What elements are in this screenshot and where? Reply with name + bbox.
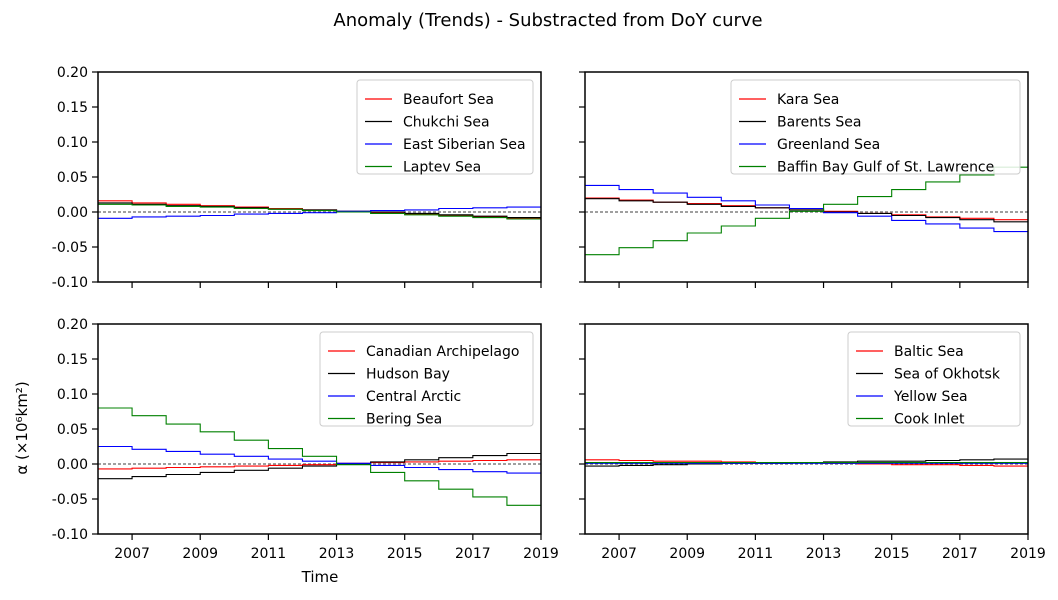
series-line-3 (98, 206, 541, 219)
legend-entry: Hudson Bay (366, 367, 450, 383)
legend-entry: East Siberian Sea (403, 137, 526, 153)
legend-entry: Yellow Sea (893, 389, 968, 405)
y-tick-label: 0.15 (57, 100, 88, 116)
y-tick-label: 0.10 (57, 135, 88, 151)
series-line-2 (585, 198, 1028, 223)
y-tick-label: -0.10 (52, 275, 88, 291)
legend-box (730, 79, 1021, 175)
legend-entry: Canadian Archipelago (366, 344, 519, 360)
y-tick-label: 0.10 (57, 387, 88, 403)
y-tick-label: 0.20 (57, 65, 88, 81)
y-tick-label: 0.20 (57, 317, 88, 333)
y-tick-label: -0.05 (52, 492, 88, 508)
series-line-2 (98, 202, 541, 219)
x-axis-label: Time (301, 568, 339, 586)
x-tick-label: 2011 (738, 546, 774, 562)
legend-entry: Baltic Sea (894, 344, 964, 360)
x-tick-label: 2015 (387, 546, 423, 562)
series-line-1 (98, 459, 541, 470)
legend-box (847, 331, 1021, 427)
series-line-3 (585, 184, 1028, 233)
panel-bottom-left: 0.20 0.15 0.10 0.05 0.00 -0.05 -0.10 2007 2009 20… (52, 317, 559, 562)
legend: Baltic Sea Sea of Okhotsk Yellow Sea Cook I… (847, 331, 1021, 428)
y-tick-label: -0.05 (52, 240, 88, 256)
x-tick-label: 2017 (942, 546, 978, 562)
series-line-2 (98, 452, 541, 480)
legend: Canadian Archipelago Hudson Bay Central Ar… (319, 331, 534, 428)
legend-entry: Bering Sea (366, 412, 442, 428)
legend-box (356, 79, 534, 175)
legend-entry: Barents Sea (777, 115, 861, 131)
legend-entry: Baffin Bay Gulf of St. Lawrence (777, 160, 994, 176)
series-line-4 (98, 407, 541, 506)
x-tick-label: 2013 (806, 546, 842, 562)
panel-bottom-right: 2007 2009 2011 2013 2015 2017 2019 Baltic Sea Se… (579, 323, 1046, 562)
x-tick-label: 2019 (523, 546, 559, 562)
legend-entry: Sea of Okhotsk (894, 367, 1001, 383)
y-tick-label: 0.00 (57, 457, 88, 473)
y-tick-label: 0.15 (57, 352, 88, 368)
legend-entry: Central Arctic (366, 389, 461, 405)
legend-entry: Kara Sea (777, 92, 839, 108)
legend-entry: Laptev Sea (403, 160, 481, 176)
series-line-4 (98, 203, 541, 220)
series-line-3 (98, 445, 541, 474)
series-line-4 (585, 166, 1028, 256)
legend-box (319, 331, 534, 427)
y-tick-label: 0.00 (57, 205, 88, 221)
x-tick-label: 2009 (669, 546, 705, 562)
panel-top-right: Kara Sea Barents Sea Greenland Sea Baffin B… (579, 71, 1029, 288)
x-tick-label: 2019 (1010, 546, 1046, 562)
figure-title: Anomaly (Trends) - Substracted from DoY … (333, 10, 762, 31)
panel-top-left: 0.20 0.15 0.10 0.05 0.00 -0.05 -0.10 Beaufort S… (52, 65, 542, 291)
legend-entry: Greenland Sea (777, 137, 880, 153)
x-tick-label: 2009 (182, 546, 218, 562)
legend-entry: Chukchi Sea (403, 115, 490, 131)
x-tick-label: 2007 (601, 546, 637, 562)
y-tick-label: 0.05 (57, 422, 88, 438)
y-tick-label: -0.10 (52, 527, 88, 543)
legend: Beaufort Sea Chukchi Sea East Siberian Sea… (356, 79, 534, 176)
legend-entry: Beaufort Sea (403, 92, 494, 108)
x-tick-label: 2015 (874, 546, 910, 562)
legend: Kara Sea Barents Sea Greenland Sea Baffin B… (730, 79, 1021, 176)
x-tick-label: 2017 (455, 546, 491, 562)
y-axis-label: α (×10⁶km²) (13, 381, 31, 474)
y-tick-label: 0.05 (57, 170, 88, 186)
panels: 0.20 0.15 0.10 0.05 0.00 -0.05 -0.10 Beaufort S… (52, 65, 1046, 562)
x-tick-label: 2013 (319, 546, 355, 562)
x-tick-label: 2011 (251, 546, 287, 562)
legend-entry: Cook Inlet (894, 412, 965, 428)
x-tick-label: 2007 (114, 546, 150, 562)
